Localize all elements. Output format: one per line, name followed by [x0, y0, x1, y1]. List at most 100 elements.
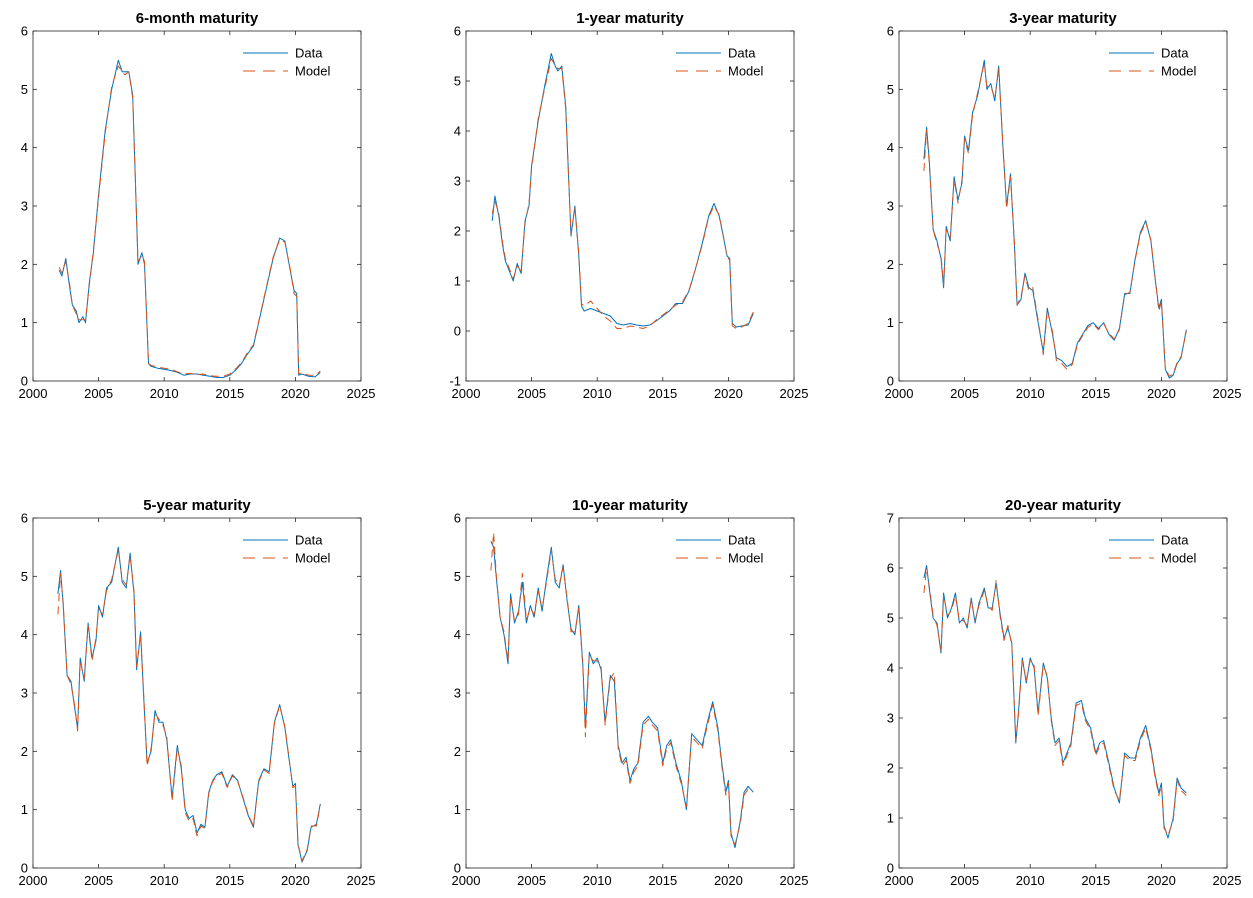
subplot: 2000 2005 2010 2015 2020 2025 0 1 2 3 4 5 6 3-year ma…: [885, 10, 1242, 401]
x-tick-label: 2020: [714, 386, 743, 401]
chart-title: 20-year maturity: [1005, 497, 1122, 514]
series-group: [491, 53, 754, 329]
series-group: [923, 59, 1187, 379]
legend-label-model: Model: [1161, 64, 1197, 79]
y-tick-label: 7: [887, 511, 894, 526]
y-tick-label: 5: [454, 569, 461, 584]
y-tick-label: 6: [454, 511, 461, 526]
chart-title: 6-month maturity: [136, 10, 259, 27]
y-tick-label: 4: [887, 661, 894, 676]
legend-label-model: Model: [295, 64, 331, 79]
x-tick-label: 2015: [648, 386, 677, 401]
x-tick-label: 2020: [281, 386, 310, 401]
y-tick-label: 5: [887, 82, 894, 97]
y-tick-label: 6: [887, 561, 894, 576]
y-tick-label: 1: [887, 315, 894, 330]
series-group: [490, 532, 754, 849]
x-tick-label: 2020: [281, 873, 310, 888]
legend-label-model: Model: [728, 64, 764, 79]
subplot: 2000 2005 2010 2015 2020 2025 0 1 2 3 4 5 6 6-month m…: [19, 10, 376, 401]
y-tick-label: 4: [454, 627, 461, 642]
axes-area: [33, 518, 361, 868]
y-tick-label: 6: [21, 511, 28, 526]
x-tick-label: 2010: [583, 386, 612, 401]
y-tick-label: 0: [21, 374, 28, 389]
y-tick-label: 1: [454, 802, 461, 817]
subplot: 2000 2005 2010 2015 2020 2025 0 1 2 3 4 5 6 7 20-year …: [885, 497, 1242, 888]
y-tick-label: 5: [887, 611, 894, 626]
x-tick-label: 2015: [648, 873, 677, 888]
x-tick-label: 2025: [347, 386, 376, 401]
x-tick-label: 2025: [1213, 873, 1242, 888]
y-tick-label: 4: [887, 140, 894, 155]
series-line-data: [923, 59, 1187, 379]
x-tick-label: 2000: [19, 386, 48, 401]
y-tick-label: 2: [454, 224, 461, 239]
y-tick-label: 6: [21, 24, 28, 39]
legend-label-data: Data: [728, 46, 756, 61]
y-tick-label: 0: [887, 861, 894, 876]
y-tick-label: 6: [887, 24, 894, 39]
y-tick-label: 2: [887, 761, 894, 776]
y-tick-label: 2: [21, 744, 28, 759]
x-tick-label: 2025: [1213, 386, 1242, 401]
x-tick-label: 2000: [452, 873, 481, 888]
axes-area: [899, 31, 1227, 381]
series-line-model: [923, 567, 1187, 836]
y-tick-label: 5: [454, 74, 461, 89]
y-tick-label: 3: [454, 686, 461, 701]
y-tick-label: 4: [21, 140, 28, 155]
x-tick-label: 2010: [1016, 386, 1045, 401]
series-group: [923, 565, 1187, 839]
y-tick-label: 6: [454, 24, 461, 39]
y-tick-label: 0: [454, 324, 461, 339]
series-line-model: [57, 549, 321, 862]
chart-title: 3-year maturity: [1009, 10, 1117, 27]
y-tick-label: 0: [454, 861, 461, 876]
legend-label-data: Data: [295, 46, 323, 61]
y-tick-label: 4: [21, 627, 28, 642]
series-line-model: [58, 65, 321, 377]
y-tick-label: 3: [887, 711, 894, 726]
y-tick-label: 5: [21, 82, 28, 97]
axes-area: [33, 31, 361, 381]
y-tick-label: 1: [887, 811, 894, 826]
legend-label-model: Model: [295, 551, 331, 566]
y-tick-label: -1: [449, 374, 461, 389]
x-tick-label: 2025: [780, 386, 809, 401]
y-tick-label: 5: [21, 569, 28, 584]
y-tick-label: 3: [21, 199, 28, 214]
y-tick-label: 3: [887, 199, 894, 214]
x-tick-label: 2005: [517, 386, 546, 401]
x-tick-label: 2005: [84, 386, 113, 401]
x-tick-label: 2000: [19, 873, 48, 888]
x-tick-label: 2025: [780, 873, 809, 888]
y-tick-label: 2: [887, 257, 894, 272]
subplot: 2000 2005 2010 2015 2020 2025 0 1 2 3 4 5 6 10-year m…: [452, 497, 809, 888]
chart-title: 5-year maturity: [143, 497, 251, 514]
series-group: [58, 59, 321, 378]
legend-label-model: Model: [1161, 551, 1197, 566]
legend-label-data: Data: [295, 533, 323, 548]
x-tick-label: 2000: [452, 386, 481, 401]
axes-area: [899, 518, 1227, 868]
x-tick-label: 2020: [1147, 386, 1176, 401]
x-tick-label: 2010: [583, 873, 612, 888]
x-tick-label: 2015: [215, 386, 244, 401]
x-tick-label: 2010: [1016, 873, 1045, 888]
x-tick-label: 2020: [1147, 873, 1176, 888]
series-line-model: [491, 58, 754, 329]
axes-box: [898, 517, 1228, 869]
chart-title: 10-year maturity: [572, 497, 689, 514]
x-tick-label: 2015: [1081, 873, 1110, 888]
axes-area: [466, 518, 794, 868]
x-tick-label: 2005: [84, 873, 113, 888]
x-tick-label: 2015: [215, 873, 244, 888]
x-tick-label: 2015: [1081, 386, 1110, 401]
y-tick-label: 0: [21, 861, 28, 876]
x-tick-label: 2005: [950, 873, 979, 888]
y-tick-label: 4: [454, 124, 461, 139]
legend-label-data: Data: [1161, 533, 1189, 548]
